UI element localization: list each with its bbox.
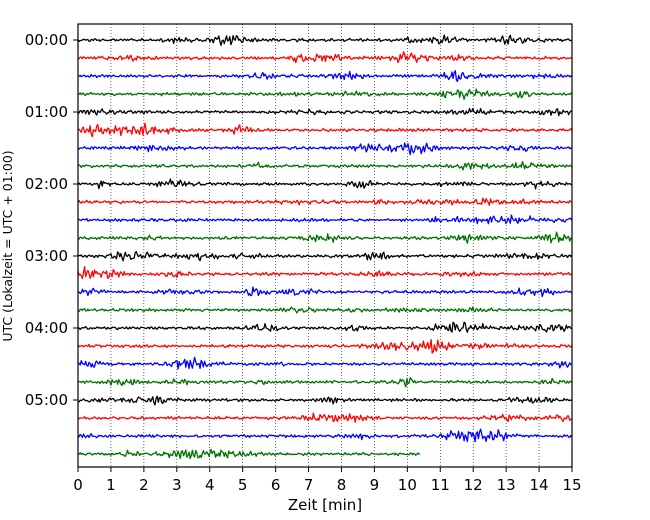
seismic-trace (77, 161, 573, 171)
x-tick-label: 0 (73, 476, 83, 494)
y-axis: 00:00 01:00 02:00 03:00 04:00 05:00 (25, 31, 78, 409)
x-tick-label: 2 (139, 476, 149, 494)
x-tick-label: 14 (530, 476, 549, 494)
seismic-trace (77, 428, 573, 443)
y-tick-label: 04:00 (25, 319, 68, 337)
y-tick-label: 00:00 (25, 31, 68, 49)
seismic-trace (77, 214, 573, 225)
seismic-trace (77, 286, 573, 298)
x-tick-label: 1 (106, 476, 116, 494)
grid-lines (110, 24, 540, 467)
y-axis-label: UTC (Lokalzeit = UTC + 01:00) (0, 150, 15, 341)
x-tick-label: 10 (398, 476, 417, 494)
seismic-trace (77, 306, 572, 314)
seismic-trace (77, 51, 573, 64)
seismic-trace (77, 34, 573, 46)
seismic-trace (77, 107, 573, 117)
y-tick-label: 05:00 (25, 391, 68, 409)
seismic-trace (77, 356, 573, 370)
seismic-trace (77, 321, 572, 333)
seismic-trace (77, 412, 573, 423)
y-tick-label: 01:00 (25, 103, 68, 121)
seismic-trace (77, 266, 573, 280)
x-axis: 0 1 2 3 4 5 6 7 8 9 10 11 12 13 14 15 (73, 467, 582, 494)
seismic-trace (77, 122, 573, 138)
seismic-trace (77, 231, 573, 244)
plot-background (78, 24, 572, 467)
x-tick-label: 3 (172, 476, 182, 494)
seismic-trace (77, 88, 573, 100)
seismic-trace (77, 142, 573, 156)
seismic-trace (77, 197, 573, 206)
trace-group (77, 34, 573, 460)
y-tick-label: 02:00 (25, 175, 68, 193)
x-tick-label: 9 (370, 476, 380, 494)
x-tick-label: 8 (337, 476, 347, 494)
seismic-trace (77, 377, 573, 388)
x-tick-label: 7 (304, 476, 314, 494)
seismic-trace (77, 250, 573, 262)
x-axis-label: Zeit [min] (288, 496, 362, 514)
seismic-trace (77, 339, 573, 354)
x-tick-label: 13 (497, 476, 516, 494)
x-tick-label: 4 (205, 476, 215, 494)
seismic-trace (77, 395, 573, 406)
seismic-trace (77, 178, 573, 190)
x-tick-label: 6 (271, 476, 281, 494)
x-tick-label: 5 (238, 476, 248, 494)
seismic-trace (77, 70, 573, 83)
seismic-trace (77, 448, 421, 460)
plot-frame (77, 23, 573, 468)
x-tick-label: 12 (464, 476, 483, 494)
y-tick-label: 03:00 (25, 247, 68, 265)
x-tick-label: 15 (562, 476, 581, 494)
x-tick-label: 11 (431, 476, 450, 494)
